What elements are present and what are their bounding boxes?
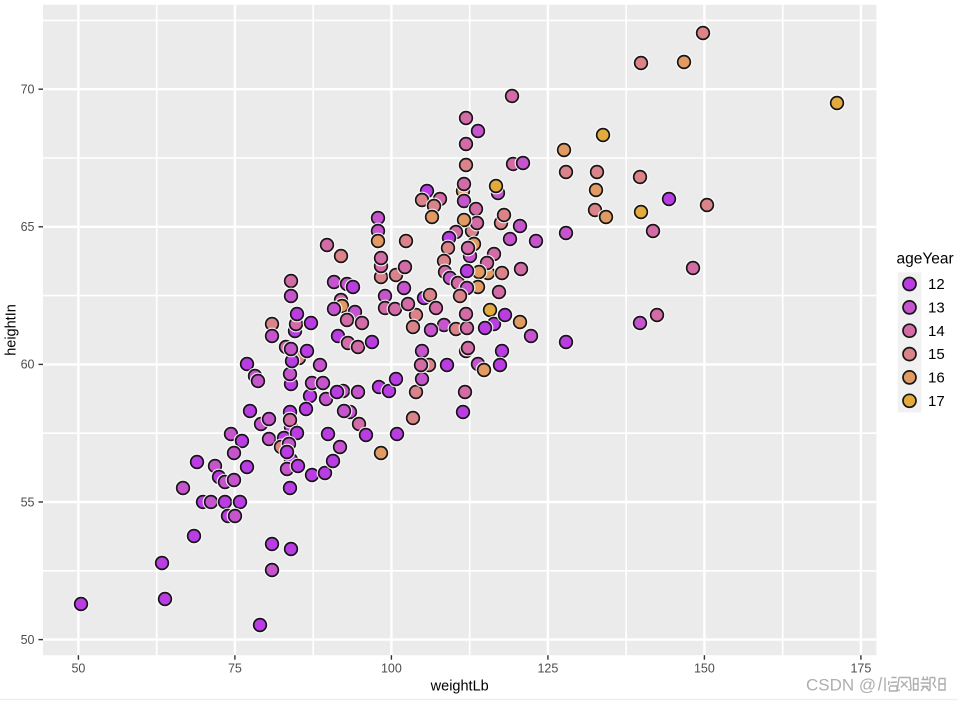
svg-text:70: 70 bbox=[21, 83, 35, 97]
svg-text:16: 16 bbox=[928, 370, 945, 387]
svg-text:75: 75 bbox=[228, 662, 242, 676]
svg-text:14: 14 bbox=[928, 323, 945, 340]
svg-text:150: 150 bbox=[694, 662, 715, 676]
svg-text:60: 60 bbox=[21, 358, 35, 372]
svg-text:weightLb: weightLb bbox=[430, 679, 489, 695]
svg-text:125: 125 bbox=[537, 662, 558, 676]
svg-text:CSDN @: CSDN @ bbox=[806, 676, 876, 695]
svg-text:50: 50 bbox=[71, 662, 85, 676]
svg-text:50: 50 bbox=[21, 633, 35, 647]
svg-text:65: 65 bbox=[21, 220, 35, 234]
svg-text:12: 12 bbox=[928, 276, 945, 293]
svg-text:15: 15 bbox=[928, 346, 945, 363]
svg-text:175: 175 bbox=[850, 662, 871, 676]
svg-text:ageYear: ageYear bbox=[897, 251, 954, 268]
svg-text:100: 100 bbox=[381, 662, 402, 676]
svg-text:55: 55 bbox=[21, 495, 35, 509]
svg-text:13: 13 bbox=[928, 300, 945, 317]
svg-text:heightIn: heightIn bbox=[4, 304, 20, 356]
svg-text:17: 17 bbox=[928, 393, 945, 410]
